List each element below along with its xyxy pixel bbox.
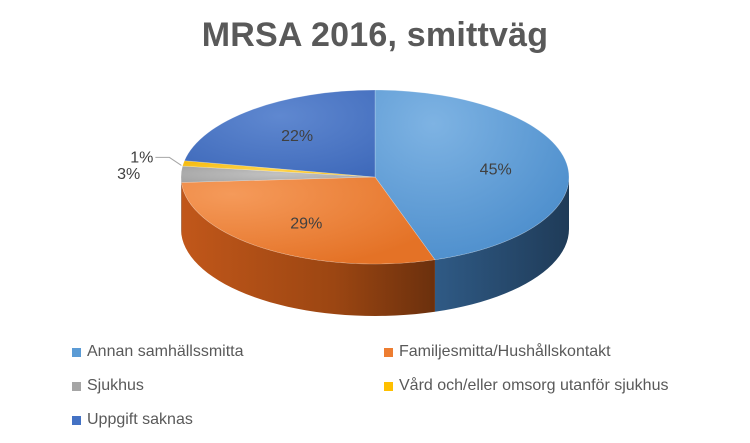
data-label-familjesmitta: 29% — [290, 215, 322, 232]
pie-slice-sjukhus — [180, 165, 376, 183]
pie-side-annan-samhallssmitta — [434, 177, 569, 312]
data-label-vard-omsorg: 1% — [130, 149, 153, 166]
pie-side-familjesmitta — [181, 182, 435, 316]
data-label-sjukhus: 3% — [117, 166, 140, 183]
data-label-annan-samhallssmitta: 45% — [480, 161, 512, 178]
data-label-uppgift-saknas: 22% — [281, 128, 313, 145]
chart-title: MRSA 2016, smittväg — [201, 16, 549, 54]
pie-slice-vard-omsorg — [182, 160, 376, 178]
pie-slice-uppgift-saknas — [184, 89, 376, 178]
leader-line-vard-omsorg — [155, 156, 182, 166]
pie-slice-annan-samhallssmitta — [374, 89, 570, 261]
pie-slice-familjesmitta — [181, 176, 436, 265]
